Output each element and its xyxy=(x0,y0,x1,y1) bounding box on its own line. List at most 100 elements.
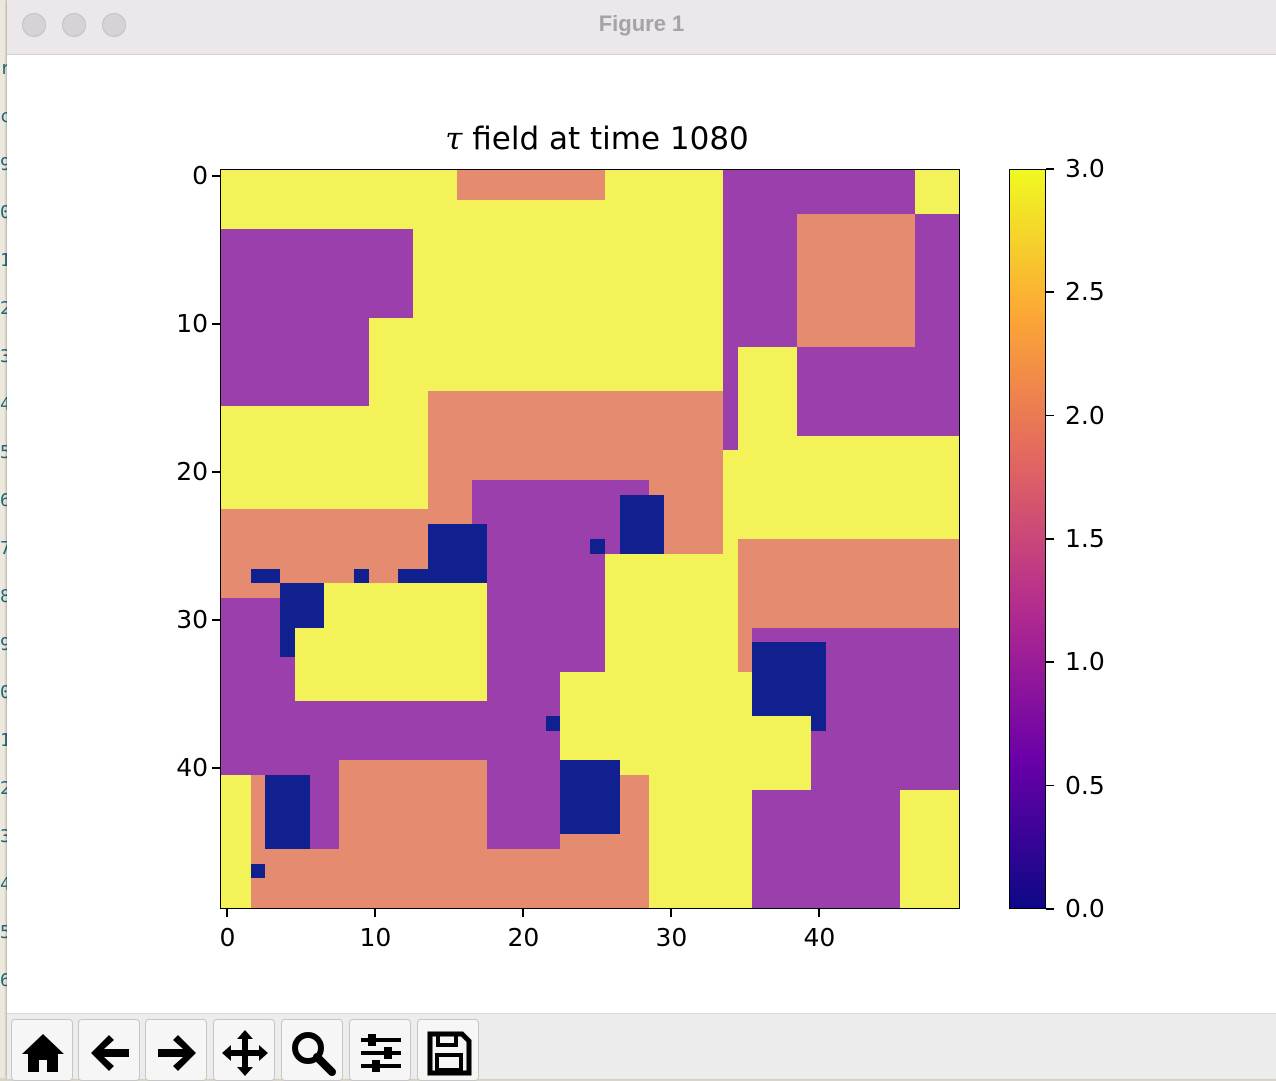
heatmap-cell xyxy=(914,804,930,820)
heatmap-cell xyxy=(368,509,384,525)
heatmap-cell xyxy=(545,893,561,908)
heatmap-cell xyxy=(929,804,945,820)
heatmap-cell xyxy=(590,302,605,318)
configure-subplots-button[interactable] xyxy=(349,1019,411,1081)
heatmap-cell xyxy=(545,701,561,717)
heatmap-cell xyxy=(294,494,310,510)
heatmap-cell xyxy=(383,450,399,466)
heatmap-cell xyxy=(737,479,753,495)
heatmap-cell xyxy=(678,789,694,805)
heatmap-cell xyxy=(427,302,443,318)
heatmap-cell xyxy=(767,391,782,407)
back-button[interactable] xyxy=(78,1019,140,1081)
heatmap-image[interactable] xyxy=(220,169,960,909)
heatmap-cell xyxy=(737,730,753,746)
heatmap-cell xyxy=(560,745,576,761)
heatmap-cell xyxy=(516,627,531,643)
heatmap-cell xyxy=(545,863,561,879)
heatmap-cell xyxy=(575,494,590,510)
heatmap-cell xyxy=(280,406,295,421)
heatmap-cell xyxy=(634,539,650,554)
gutter-glyph: 5 xyxy=(0,922,11,943)
heatmap-cell xyxy=(560,184,576,200)
heatmap-cell xyxy=(722,686,738,702)
heatmap-cell xyxy=(899,671,915,687)
heatmap-cell xyxy=(944,612,959,628)
heatmap-cell xyxy=(767,450,782,466)
heatmap-cell xyxy=(811,804,827,820)
heatmap-cell xyxy=(324,642,340,658)
heatmap-cell xyxy=(412,819,428,835)
heatmap-cell xyxy=(767,568,782,584)
heatmap-cell xyxy=(501,332,517,348)
heatmap-cell xyxy=(412,612,428,628)
forward-button[interactable] xyxy=(145,1019,207,1081)
heatmap-cell xyxy=(383,671,399,687)
heatmap-cell xyxy=(221,701,236,717)
heatmap-cell xyxy=(250,730,266,746)
home-button[interactable] xyxy=(11,1019,73,1081)
heatmap-cell xyxy=(619,450,635,466)
heatmap-cell xyxy=(693,730,709,746)
heatmap-cell xyxy=(944,893,959,908)
heatmap-cell xyxy=(826,553,841,569)
heatmap-cell xyxy=(929,376,945,392)
heatmap-cell xyxy=(722,406,738,421)
heatmap-cell xyxy=(796,863,812,879)
heatmap-cell xyxy=(944,760,959,776)
heatmap-cell xyxy=(885,671,900,687)
heatmap-cell xyxy=(235,539,251,554)
heatmap-cell xyxy=(398,509,413,525)
heatmap-cell xyxy=(516,494,531,510)
heatmap-cell xyxy=(604,834,620,849)
heatmap-cell xyxy=(442,642,458,658)
heatmap-cell xyxy=(427,760,443,776)
save-button[interactable] xyxy=(417,1019,479,1081)
heatmap-cell xyxy=(309,701,325,717)
close-window-button[interactable] xyxy=(22,13,46,37)
heatmap-cell xyxy=(634,391,650,407)
heatmap-cell xyxy=(752,686,768,702)
heatmap-cell xyxy=(826,745,841,761)
heatmap-cell xyxy=(575,775,590,790)
heatmap-cell xyxy=(235,893,251,908)
heatmap-cell xyxy=(870,302,886,318)
heatmap-cell xyxy=(383,878,399,894)
heatmap-cell xyxy=(796,258,812,274)
heatmap-cell xyxy=(486,612,502,628)
zoom-window-button[interactable] xyxy=(102,13,126,37)
pan-button[interactable] xyxy=(213,1019,275,1081)
heatmap-cell xyxy=(265,184,281,200)
heatmap-cell xyxy=(368,406,384,421)
heatmap-cell xyxy=(885,657,900,672)
minimize-window-button[interactable] xyxy=(62,13,86,37)
heatmap-cell xyxy=(353,229,369,244)
heatmap-cell xyxy=(781,671,797,687)
heatmap-cell xyxy=(294,878,310,894)
heatmap-cell xyxy=(265,789,281,805)
heatmap-cell xyxy=(855,539,871,554)
heatmap-cell xyxy=(309,848,325,864)
heatmap-cell xyxy=(501,745,517,761)
heatmap-cell xyxy=(353,288,369,303)
zoom-button[interactable] xyxy=(281,1019,343,1081)
heatmap-cell xyxy=(575,701,590,717)
heatmap-cell xyxy=(442,376,458,392)
heatmap-cell xyxy=(619,760,635,776)
heatmap-cell xyxy=(708,657,723,672)
heatmap-cell xyxy=(855,509,871,525)
heatmap-cell xyxy=(899,361,915,377)
heatmap-cell xyxy=(708,288,723,303)
heatmap-cell xyxy=(560,479,576,495)
heatmap-cell xyxy=(811,716,827,731)
heatmap-cell xyxy=(722,509,738,525)
heatmap-cell xyxy=(412,450,428,466)
heatmap-cell xyxy=(442,745,458,761)
heatmap-cell xyxy=(604,509,620,525)
heatmap-cell xyxy=(737,391,753,407)
heatmap-cell xyxy=(855,745,871,761)
title-bar[interactable]: Figure 1 xyxy=(7,0,1276,55)
heatmap-cell xyxy=(530,420,546,436)
heatmap-cell xyxy=(781,568,797,584)
heatmap-cell xyxy=(368,258,384,274)
